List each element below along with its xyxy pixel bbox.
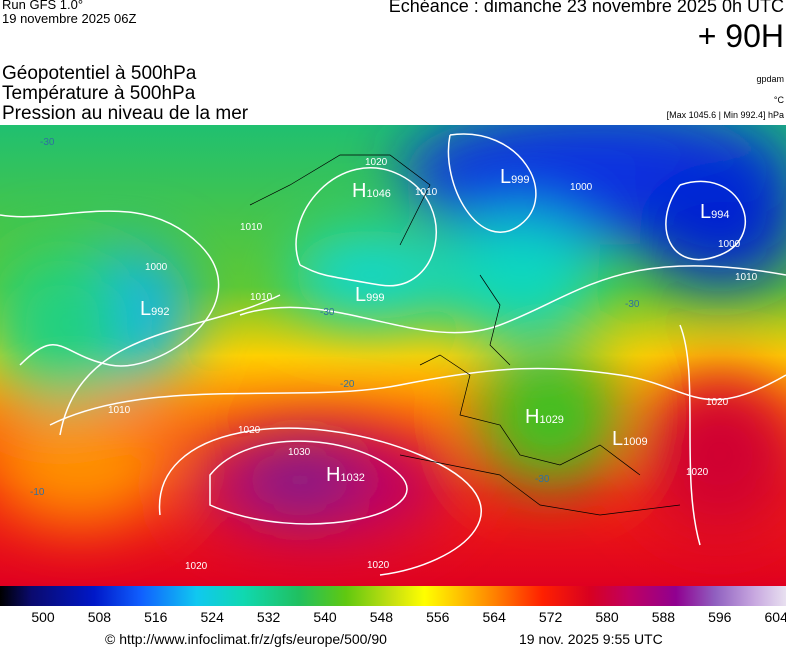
pressure-center: H1029 (525, 406, 564, 428)
colorbar-label: 540 (313, 609, 337, 625)
isobar-label: 1030 (288, 447, 311, 458)
colorbar-label: 580 (595, 609, 619, 625)
pressure-center: L999 (500, 166, 529, 188)
field: Pression au niveau de la mer (2, 103, 249, 124)
isobar-label: 1010 (108, 405, 131, 416)
pressure-center: H1046 (352, 180, 391, 202)
temp-label: -30 (40, 137, 55, 148)
isobar-label: 1010 (240, 222, 263, 233)
field: Géopotentiel à 500hPa (2, 63, 197, 84)
colorbar-label: 500 (31, 609, 55, 625)
run-date: 19 novembre 2025 06Z (2, 11, 137, 26)
colorbar-label: 556 (426, 609, 450, 625)
pressure-center: L999 (355, 284, 384, 306)
colorbar-label: 532 (256, 609, 281, 625)
colorbar-label: 524 (200, 609, 224, 625)
temp-label: -30 (320, 307, 335, 318)
isobar-label: 1020 (185, 561, 208, 572)
isobar-label: 1010 (250, 292, 273, 303)
isobar-label: 1010 (415, 187, 438, 198)
lead-time: + 90H (697, 18, 784, 54)
source-url: © http://www.infoclimat.fr/z/gfs/europe/… (105, 631, 387, 647)
colorbar-label: 596 (708, 609, 732, 625)
isobar-label: 1000 (570, 182, 593, 193)
unit: gpdam (756, 74, 784, 84)
pressure-range: [Max 1045.6 | Min 992.4] hPa (666, 110, 784, 120)
isobar-label: 1020 (686, 467, 709, 478)
colorbar-label: 548 (369, 609, 394, 625)
isobar-label: 1020 (238, 425, 261, 436)
isobar-label: 1020 (706, 397, 729, 408)
echeance: Echéance : dimanche 23 novembre 2025 0h … (388, 0, 784, 16)
map: H1046 L999 L994 L992 L999 H1032 H1029 L1… (0, 125, 786, 586)
temp-label: -30 (625, 299, 640, 310)
temp-label: -30 (535, 474, 550, 485)
isobar-label: 1010 (735, 272, 758, 283)
pressure-center: L1009 (612, 428, 648, 450)
temp-label: -10 (30, 487, 45, 498)
temp-label: -20 (340, 379, 355, 390)
isobar-label: 1020 (367, 560, 390, 571)
pressure-center: H1032 (326, 464, 365, 486)
colorbar-label: 588 (651, 609, 676, 625)
field: Température à 500hPa (2, 83, 196, 104)
isobar-label: 1000 (718, 239, 741, 250)
colorbar-label: 516 (144, 609, 168, 625)
colorbar-label: 572 (538, 609, 563, 625)
colorbar (0, 586, 786, 606)
unit: °C (773, 95, 784, 105)
isobar-label: 1020 (365, 157, 388, 168)
pressure-center: L992 (140, 298, 169, 320)
run: Run GFS 1.0° (2, 0, 84, 12)
colorbar-label: 564 (482, 609, 506, 625)
colorbar-label: 604 (764, 609, 786, 625)
colorbar-label: 508 (87, 609, 112, 625)
isobar-label: 1000 (145, 262, 168, 273)
pressure-center: L994 (700, 201, 729, 223)
timestamp: 19 nov. 2025 9:55 UTC (519, 631, 663, 647)
